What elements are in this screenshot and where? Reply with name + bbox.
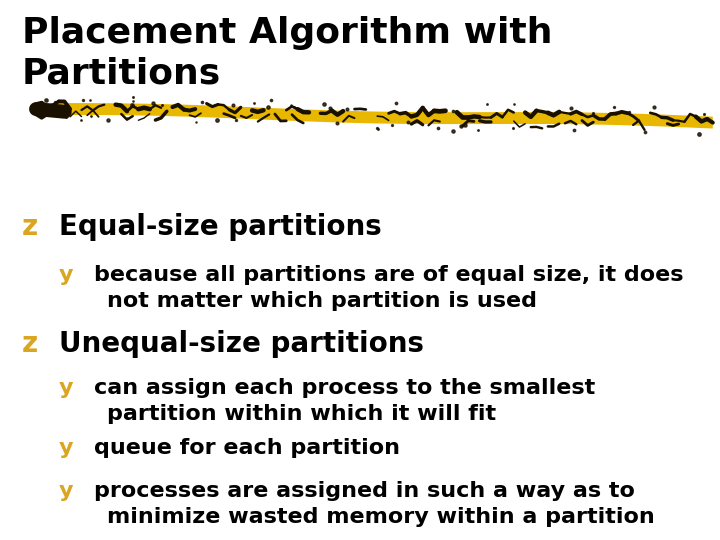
Text: Unequal-size partitions: Unequal-size partitions: [59, 330, 424, 359]
Text: Partitions: Partitions: [22, 57, 221, 91]
Text: y: y: [59, 481, 73, 501]
Text: minimize wasted memory within a partition: minimize wasted memory within a partitio…: [107, 507, 654, 526]
Text: z: z: [22, 330, 38, 359]
Text: Equal-size partitions: Equal-size partitions: [59, 213, 382, 241]
Text: queue for each partition: queue for each partition: [94, 438, 400, 458]
Text: Placement Algorithm with: Placement Algorithm with: [22, 16, 552, 50]
Text: y: y: [59, 265, 73, 285]
Text: partition within which it will fit: partition within which it will fit: [107, 404, 495, 424]
Text: because all partitions are of equal size, it does: because all partitions are of equal size…: [94, 265, 683, 285]
Text: z: z: [22, 213, 38, 241]
Text: can assign each process to the smallest: can assign each process to the smallest: [94, 378, 595, 398]
Polygon shape: [36, 103, 713, 129]
Text: processes are assigned in such a way as to: processes are assigned in such a way as …: [94, 481, 634, 501]
Text: not matter which partition is used: not matter which partition is used: [107, 291, 536, 310]
Text: y: y: [59, 378, 73, 398]
Text: y: y: [59, 438, 73, 458]
